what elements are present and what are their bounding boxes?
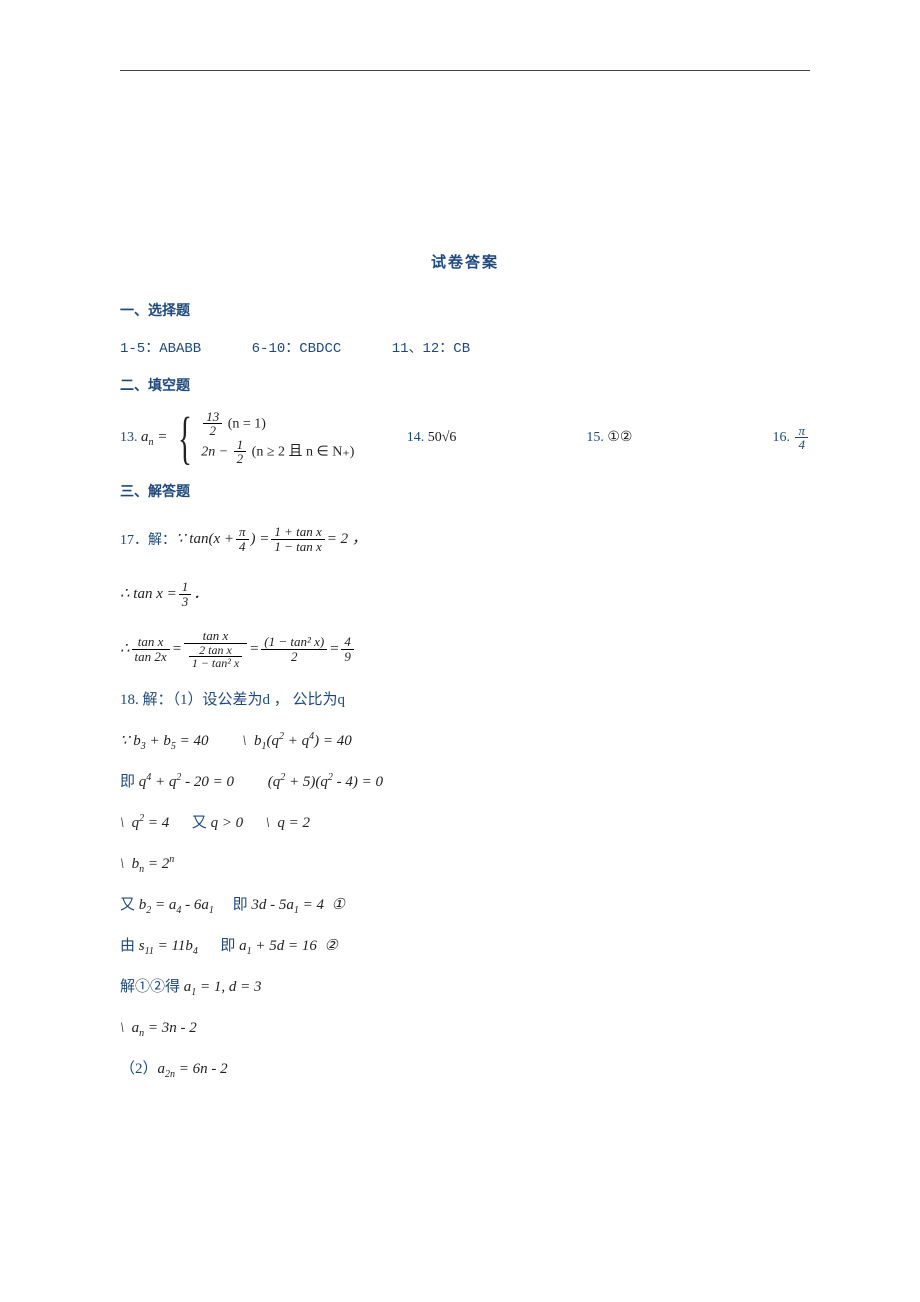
q17-frac-nested: tan x 2 tan x1 − tan² x — [184, 629, 247, 670]
mc-group-1: 1-5：ABABB — [120, 341, 201, 357]
section-2-heading: 二、填空题 — [120, 375, 810, 395]
q18-l5: 又 b2 = a4 - 6a1 即 3d - 5a1 = 4 ① — [120, 889, 810, 922]
q18-l8: \ an = 3n - 2 — [120, 1012, 810, 1045]
q17-l1e: = 2 ， — [327, 523, 367, 556]
q17-l2a: ∴ tan x = — [120, 578, 177, 611]
fill-answers-row: 13. an = { 132 (n = 1) 2n − 12 (n ≥ 2 且 … — [120, 409, 810, 467]
q17-l1a: ∵ tan(x + — [176, 523, 234, 556]
q17-l1c: ) = — [251, 523, 270, 556]
q16-value: π4 — [795, 424, 808, 452]
mc-group-2: 6-10：CBDCC — [252, 341, 342, 357]
section-1-heading: 一、选择题 — [120, 300, 810, 320]
q15-answer: 15. ①② — [586, 429, 632, 446]
q13-answer: 13. an = { 132 (n = 1) 2n − 12 (n ≥ 2 且 … — [120, 409, 354, 467]
q17-frac-pi4: π4 — [236, 525, 249, 553]
q15-label: 15. — [586, 430, 604, 446]
q18-l2: 即 q4 + q2 - 20 = 0 (q2 + 5)(q2 - 4) = 0 — [120, 766, 810, 799]
mc-answers-line: 1-5：ABABB 6-10：CBDCC 11、12：CB — [120, 334, 810, 365]
q17-label: 17．解： — [120, 529, 176, 549]
q14-answer: 14. 50√6 — [407, 430, 457, 446]
q17-l2c: ． — [193, 578, 208, 611]
q17-l3c: = — [172, 633, 182, 666]
q17-frac-lhs: tan xtan 2x — [132, 635, 170, 663]
q17-l3a: ∴ — [120, 633, 130, 666]
q17-frac-mid: (1 − tan² x)2 — [261, 635, 327, 663]
q17-solution: 17．解： ∵ tan(x + π4 ) = 1 + tan x1 − tan … — [120, 515, 810, 674]
q17-l3g: = — [329, 633, 339, 666]
q13-label: 13. — [120, 430, 138, 446]
q18-l3: \ q2 = 4 又 q > 0 \ q = 2 — [120, 807, 810, 840]
mc-group-3: 11、12：CB — [392, 341, 470, 357]
q14-value: 50√6 — [428, 430, 457, 446]
q17-frac-49: 49 — [341, 635, 354, 663]
answers-title: 试卷答案 — [120, 251, 810, 272]
q16-answer: 16. π4 — [772, 424, 810, 452]
q18-l9: （2）a2n = 6n - 2 — [120, 1053, 810, 1086]
q17-frac-tan: 1 + tan x1 − tan x — [271, 525, 324, 553]
q18-l1: ∵ b3 + b5 = 40 \ b1(q2 + q4) = 40 — [120, 725, 810, 758]
q18-solution: 18. 解：（1）设公差为d ， 公比为q ∵ b3 + b5 = 40 \ b… — [120, 684, 810, 1086]
q18-label: 18. 解：（1）设公差为d ， 公比为q — [120, 684, 810, 717]
q18-l4: \ bn = 2n — [120, 848, 810, 881]
q18-l7: 解①②得 a1 = 1, d = 3 — [120, 971, 810, 1004]
brace-icon: { — [178, 409, 192, 467]
top-rule — [120, 70, 810, 71]
q18-l6: 由 s11 = 11b4 即 a1 + 5d = 16 ② — [120, 930, 810, 963]
q17-frac-13: 13 — [179, 580, 192, 608]
q14-label: 14. — [407, 430, 425, 446]
q16-label: 16. — [772, 430, 790, 446]
section-3-heading: 三、解答题 — [120, 481, 810, 501]
q13-piecewise: 132 (n = 1) 2n − 12 (n ≥ 2 且 n ∈ N₊) — [201, 410, 354, 467]
q17-l3e: = — [249, 633, 259, 666]
q15-value: ①② — [607, 429, 632, 446]
